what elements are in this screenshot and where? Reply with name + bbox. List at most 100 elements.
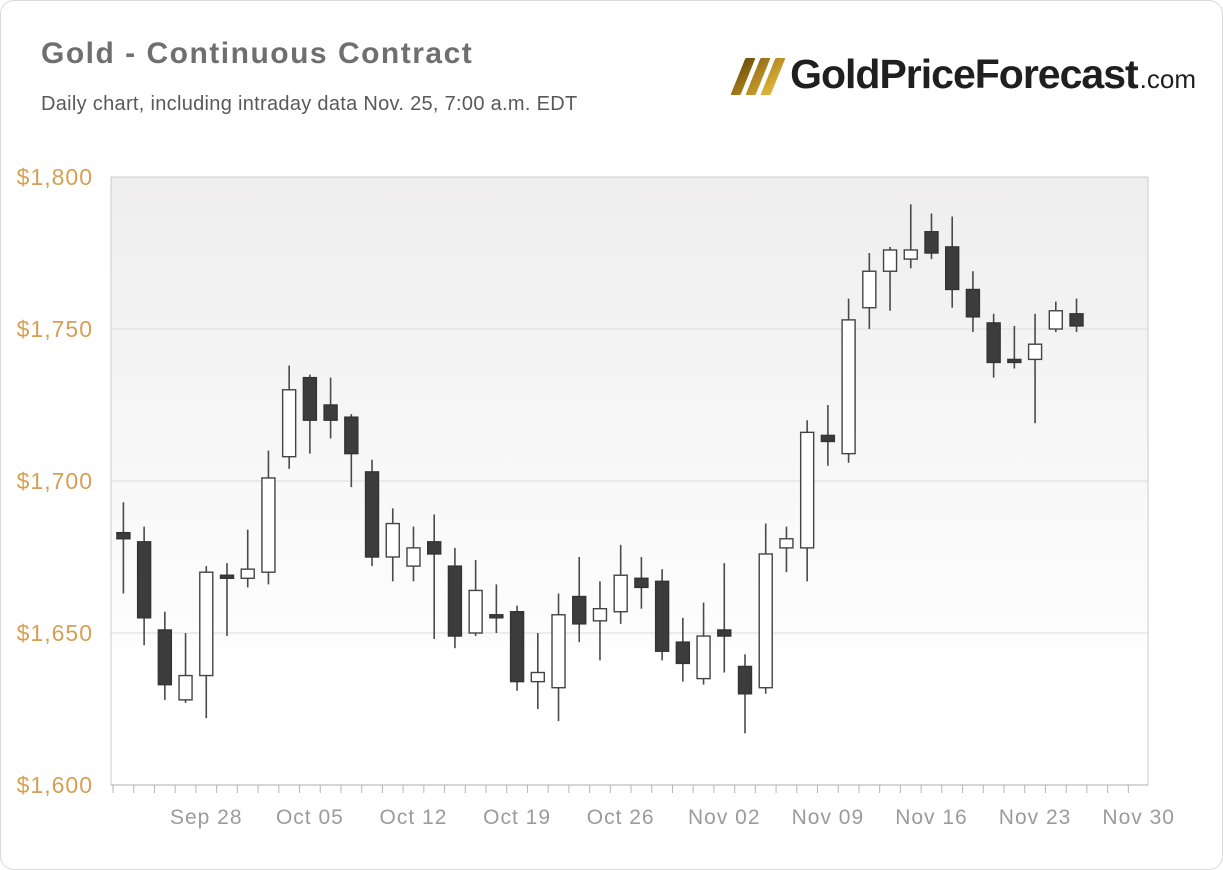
candle-nov-09 (820, 405, 836, 466)
candle-oct-27 (634, 557, 649, 609)
candle-body (799, 431, 815, 549)
candle-oct-11 (385, 508, 400, 582)
candle-body (779, 538, 794, 549)
candle-sep-28 (199, 566, 214, 719)
x-axis-label: Nov 09 (792, 806, 865, 829)
candle-sep-29 (219, 563, 235, 637)
logo-brand-text: GoldPriceForecast (790, 51, 1139, 97)
candle-nov-21 (986, 313, 1001, 378)
candle-body (447, 565, 463, 637)
candle-oct-26 (613, 544, 628, 624)
candle-oct-21 (551, 593, 566, 722)
x-axis-label: Oct 19 (483, 806, 551, 829)
candle-oct-06 (323, 377, 338, 439)
candle-nov-03 (737, 654, 753, 734)
candle-nov-22 (1007, 325, 1022, 369)
candle-body (592, 607, 608, 622)
candle-body (737, 665, 753, 695)
candle-body (903, 249, 918, 260)
candle-oct-07 (344, 414, 359, 488)
x-axis-label: Sep 28 (170, 806, 243, 829)
candle-body (489, 614, 504, 619)
candle-oct-24 (572, 557, 587, 643)
candle-nov-01 (696, 602, 711, 685)
candle-nov-16 (924, 213, 939, 260)
candle-body (1027, 343, 1043, 361)
candle-oct-13 (427, 514, 442, 640)
candle-body (551, 614, 566, 689)
candle-oct-05 (302, 374, 318, 454)
candle-body (654, 580, 670, 652)
candle-body (675, 641, 691, 665)
logo-tld-text: .com (1139, 64, 1196, 94)
x-axis-label: Oct 26 (587, 806, 655, 829)
candle-body (302, 376, 318, 421)
candle-body (820, 434, 836, 443)
candle-body (116, 531, 131, 540)
candle-body (634, 577, 649, 589)
candle-nov-23 (1027, 313, 1043, 424)
candle-sep-30 (240, 529, 255, 588)
page-title: Gold - Continuous Contract (41, 37, 474, 70)
candle-body (406, 547, 421, 567)
candle-nov-07 (779, 526, 794, 573)
candle-body (862, 270, 877, 309)
candle-body (509, 611, 525, 683)
y-axis-label: $1,600 (17, 772, 93, 798)
y-axis-label: $1,800 (17, 164, 93, 190)
x-axis-label: Nov 30 (1102, 806, 1175, 829)
candle-sep-27 (178, 633, 193, 703)
x-axis-label: Nov 16 (895, 806, 968, 829)
candle-oct-20 (530, 633, 545, 709)
candle-body (385, 522, 400, 558)
candle-oct-10 (364, 459, 380, 567)
candle-nov-11 (862, 253, 877, 329)
candle-body (613, 574, 628, 613)
candle-sep-23 (136, 526, 152, 646)
candle-nov-08 (799, 420, 815, 582)
candle-body (758, 553, 773, 689)
candle-body (1069, 313, 1084, 327)
candle-sep-22 (116, 502, 131, 594)
candle-body (572, 595, 587, 625)
candle-nov-04 (758, 523, 773, 694)
x-axis-label: Nov 23 (999, 806, 1072, 829)
candle-nov-15 (903, 204, 918, 269)
candle-body (427, 541, 442, 555)
candle-body (696, 635, 711, 680)
y-axis-label: $1,750 (17, 316, 93, 342)
candle-nov-18 (965, 271, 981, 333)
candle-body (717, 629, 732, 637)
candle-body (882, 249, 898, 272)
candle-body (530, 671, 545, 683)
candle-body (281, 389, 297, 458)
candle-body (841, 319, 856, 455)
candle-oct-04 (281, 365, 297, 469)
candle-oct-14 (447, 547, 463, 649)
candle-body (240, 568, 255, 579)
candle-oct-31 (675, 617, 691, 682)
candle-body (1048, 310, 1064, 330)
candle-body (1007, 358, 1022, 364)
candle-body (924, 231, 939, 254)
candle-oct-28 (654, 569, 670, 661)
candle-oct-17 (468, 560, 483, 637)
candle-body (136, 541, 152, 619)
brand-logo: GoldPriceForecast .com (730, 51, 1196, 98)
candle-oct-18 (489, 584, 504, 633)
x-axis-label: Oct 12 (380, 806, 448, 829)
candle-nov-17 (945, 216, 960, 308)
candle-body (323, 404, 338, 421)
x-axis-label: Nov 02 (688, 806, 761, 829)
candle-body (965, 288, 981, 318)
candle-oct-03 (261, 450, 276, 585)
candle-body (199, 571, 214, 677)
candle-nov-10 (841, 298, 856, 463)
candle-body (945, 246, 960, 291)
candle-oct-12 (406, 526, 421, 582)
candle-nov-02 (717, 563, 732, 673)
candle-oct-25 (592, 581, 608, 661)
candle-body (344, 416, 359, 455)
candle-body (157, 629, 173, 686)
